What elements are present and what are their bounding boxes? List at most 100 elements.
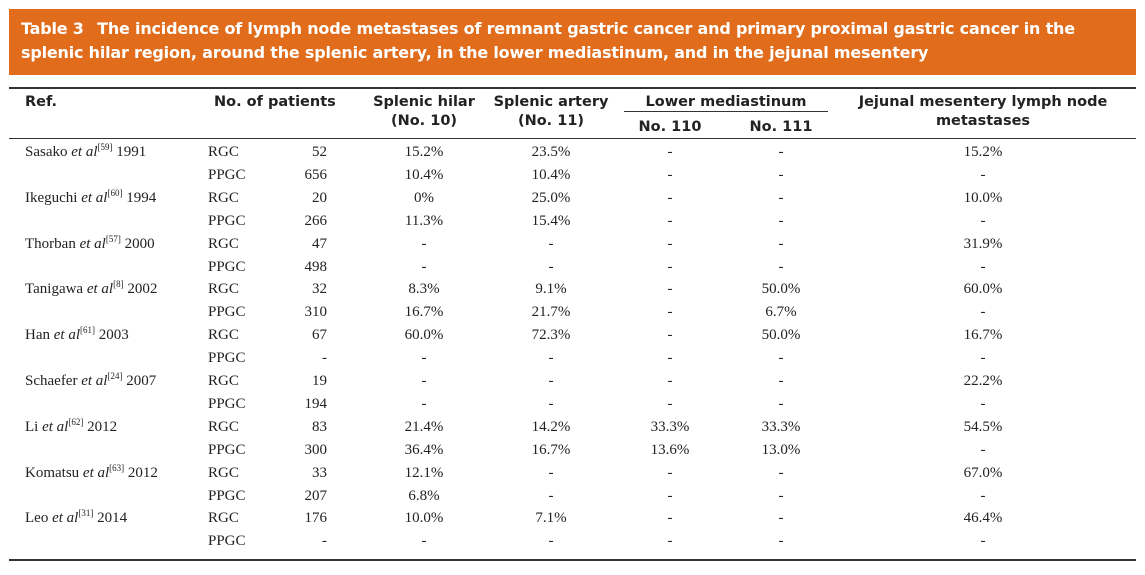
no111-cell: 6.7% [765, 304, 797, 320]
jejunal-cell: - [980, 488, 986, 504]
splenic-artery-cell: 23.5% [531, 144, 571, 160]
splenic-hilar-cell: 0% [414, 190, 434, 206]
jejunal-cell: - [980, 442, 986, 458]
header-splenic-artery-line1: Splenic artery [493, 94, 609, 110]
publication-year: 2014 [93, 510, 128, 526]
patients-cell: 266 [304, 213, 328, 229]
publication-year: 2003 [95, 327, 129, 343]
et-al: et al [79, 236, 106, 252]
splenic-hilar-cell: - [421, 236, 427, 252]
patients-cell: 33 [312, 465, 327, 481]
no110-cell: - [667, 396, 673, 412]
header-jejunal-line2: metastases [935, 113, 1031, 129]
splenic-artery-cell: - [548, 236, 554, 252]
author-name: Sasako [25, 144, 72, 160]
ref-cell: Li et al[62] 2012 [25, 416, 117, 439]
bottom-rule [9, 559, 1136, 561]
header-no111: No. 111 [749, 119, 813, 135]
splenic-artery-cell: 9.1% [535, 281, 567, 297]
no111-cell: - [778, 533, 784, 549]
splenic-artery-cell: 16.7% [531, 442, 571, 458]
no111-cell: 50.0% [761, 281, 801, 297]
group-cell: PPGC [208, 167, 246, 183]
publication-year: 2012 [124, 465, 158, 481]
no111-cell: - [778, 190, 784, 206]
header-splenic-hilar-line2: (No. 10) [390, 113, 458, 129]
no110-cell: - [667, 373, 673, 389]
splenic-artery-cell: - [548, 533, 554, 549]
patients-cell: 67 [312, 327, 327, 343]
no111-cell: - [778, 396, 784, 412]
header-ref: Ref. [25, 94, 58, 110]
patients-cell: - [322, 533, 327, 549]
et-al: et al [42, 419, 69, 435]
ref-cell: Tanigawa et al[8] 2002 [25, 278, 157, 301]
jejunal-cell: - [980, 533, 986, 549]
jejunal-cell: 16.7% [963, 327, 1003, 343]
no111-cell: - [778, 236, 784, 252]
splenic-hilar-cell: - [421, 533, 427, 549]
no110-cell: - [667, 327, 673, 343]
no110-cell: - [667, 213, 673, 229]
jejunal-cell: 46.4% [963, 510, 1003, 526]
patients-cell: 300 [304, 442, 328, 458]
jejunal-cell: 15.2% [963, 144, 1003, 160]
splenic-hilar-cell: 36.4% [404, 442, 444, 458]
group-cell: RGC [208, 327, 239, 343]
no111-cell: - [778, 350, 784, 366]
group-cell: RGC [208, 373, 239, 389]
no111-cell: - [778, 259, 784, 275]
patients-cell: 19 [312, 373, 327, 389]
author-name: Schaefer [25, 373, 82, 389]
et-al: et al [82, 465, 110, 481]
splenic-hilar-cell: 10.4% [404, 167, 444, 183]
publication-year: 1994 [122, 190, 157, 206]
ref-cell: Schaefer et al[24] 2007 [25, 370, 156, 393]
splenic-artery-cell: 7.1% [535, 510, 567, 526]
patients-cell: 656 [304, 167, 328, 183]
author-name: Li [25, 419, 43, 435]
no110-cell: - [667, 236, 673, 252]
splenic-hilar-cell: - [421, 259, 427, 275]
splenic-artery-cell: 72.3% [531, 327, 571, 343]
splenic-hilar-cell: 10.0% [404, 510, 444, 526]
author-name: Tanigawa [25, 281, 87, 297]
header-patients: No. of patients [214, 94, 336, 110]
no111-cell: - [778, 167, 784, 183]
no111-cell: - [778, 488, 784, 504]
no111-cell: 50.0% [761, 327, 801, 343]
splenic-artery-cell: 25.0% [531, 190, 571, 206]
publication-year: 1991 [112, 144, 147, 160]
table-title: Table 3 The incidence of lymph node meta… [9, 9, 1136, 75]
citation-ref: [57] [105, 234, 121, 244]
splenic-artery-cell: 15.4% [531, 213, 571, 229]
table-caption: The incidence of lymph node metastases o… [21, 19, 1075, 62]
group-cell: RGC [208, 510, 239, 526]
group-cell: PPGC [208, 396, 246, 412]
header-no110: No. 110 [638, 119, 702, 135]
splenic-artery-cell: - [548, 350, 554, 366]
no111-cell: - [778, 213, 784, 229]
lower-mediastinum-rule [624, 111, 828, 112]
jejunal-cell: 31.9% [963, 236, 1003, 252]
ref-cell: Sasako et al[59] 1991 [25, 141, 146, 164]
no110-cell: - [667, 144, 673, 160]
splenic-hilar-cell: 15.2% [404, 144, 444, 160]
group-cell: RGC [208, 465, 239, 481]
splenic-hilar-cell: 12.1% [404, 465, 444, 481]
group-cell: PPGC [208, 213, 246, 229]
citation-ref: [60] [107, 188, 123, 198]
no110-cell: - [667, 488, 673, 504]
no110-cell: - [667, 167, 673, 183]
header-splenic-artery-line2: (No. 11) [517, 113, 585, 129]
jejunal-cell: 60.0% [963, 281, 1003, 297]
no110-cell: 33.3% [650, 419, 690, 435]
citation-ref: [8] [113, 279, 124, 289]
splenic-hilar-cell: - [421, 396, 427, 412]
publication-year: 2007 [122, 373, 157, 389]
no110-cell: - [667, 304, 673, 320]
jejunal-cell: - [980, 259, 986, 275]
patients-cell: 310 [304, 304, 328, 320]
author-name: Komatsu [25, 465, 83, 481]
citation-ref: [31] [78, 508, 94, 518]
